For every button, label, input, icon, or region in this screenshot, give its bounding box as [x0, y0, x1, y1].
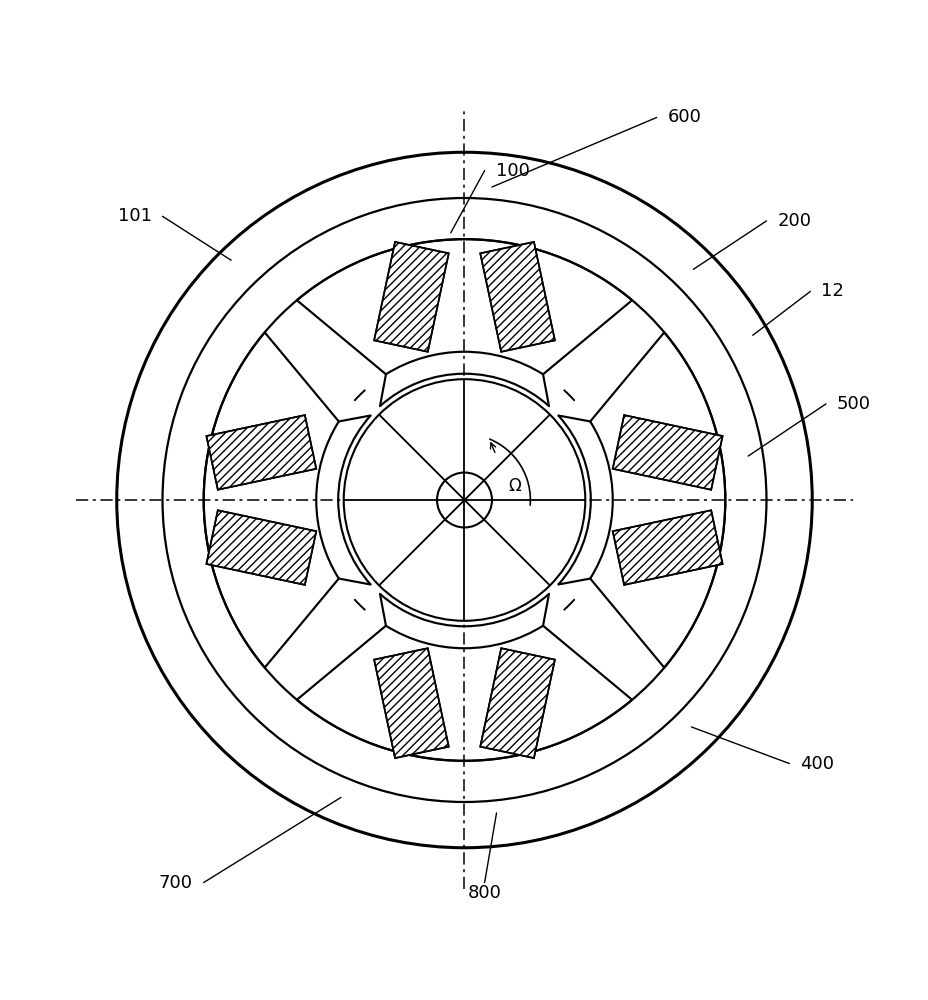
Polygon shape	[206, 510, 316, 585]
Text: 12: 12	[820, 282, 844, 300]
Text: 500: 500	[836, 395, 870, 413]
Text: $\Omega$: $\Omega$	[508, 477, 522, 495]
Polygon shape	[374, 242, 448, 352]
Text: 100: 100	[495, 162, 529, 180]
Polygon shape	[206, 415, 316, 490]
Polygon shape	[480, 242, 554, 352]
Circle shape	[343, 379, 585, 621]
Text: 101: 101	[118, 207, 151, 225]
Text: 600: 600	[667, 108, 701, 126]
Polygon shape	[480, 648, 554, 758]
Polygon shape	[612, 415, 722, 490]
Text: 200: 200	[777, 212, 810, 230]
Text: 700: 700	[159, 874, 192, 892]
Text: 400: 400	[800, 755, 833, 773]
Polygon shape	[612, 510, 722, 585]
Text: 800: 800	[467, 884, 501, 902]
Polygon shape	[374, 648, 448, 758]
